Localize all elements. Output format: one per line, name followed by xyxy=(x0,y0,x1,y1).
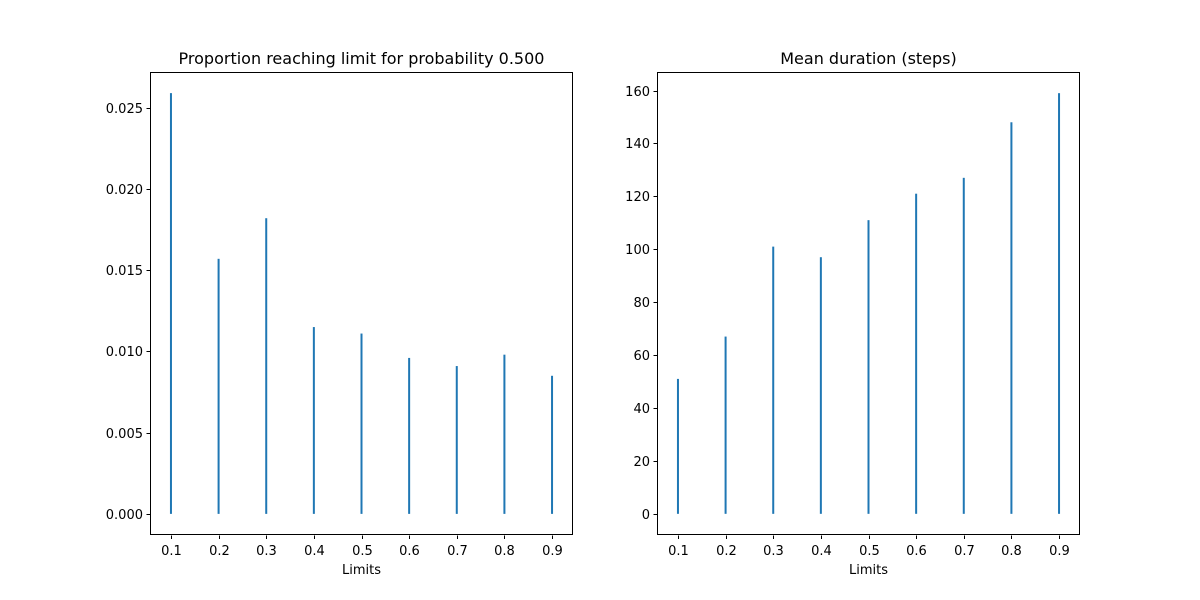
proportion-chart-x-tick-label: 0.5 xyxy=(352,544,373,559)
duration-chart-bar-0.3 xyxy=(772,246,775,514)
duration-chart-bar-0.7 xyxy=(962,177,965,514)
proportion-chart-x-tick-label: 0.8 xyxy=(494,544,515,559)
duration-chart-x-tick-label: 0.4 xyxy=(811,544,832,559)
duration-chart-bar-0.4 xyxy=(819,257,822,514)
duration-chart-panel: Mean duration (steps) 0 20 40 60 80 100 120 140… xyxy=(625,49,1080,578)
proportion-chart-x-axis: 0.1 0.2 0.3 0.4 0.5 0.6 0.7 0.8 0.9 xyxy=(161,535,563,559)
proportion-chart-title: Proportion reaching limit for probabilit… xyxy=(179,49,545,68)
proportion-chart-panel: Proportion reaching limit for probabilit… xyxy=(106,49,573,578)
proportion-chart-bar-0.4 xyxy=(312,327,315,514)
proportion-chart-bar-0.9 xyxy=(551,375,554,514)
proportion-chart-y-tick-label: 0.010 xyxy=(106,345,143,360)
duration-chart-y-tick-label: 100 xyxy=(625,243,650,258)
duration-chart-y-axis: 0 20 40 60 80 100 120 140 160 xyxy=(625,85,658,523)
duration-chart-x-axis: 0.1 0.2 0.3 0.4 0.5 0.6 0.7 0.8 0.9 xyxy=(668,535,1070,559)
duration-chart-bar-0.6 xyxy=(915,193,918,514)
duration-chart-y-tick-label: 60 xyxy=(633,349,650,364)
duration-chart-bar-0.5 xyxy=(867,220,870,514)
proportion-chart-bars xyxy=(169,93,554,514)
proportion-chart-x-tick-label: 0.3 xyxy=(256,544,277,559)
duration-chart-bar-0.2 xyxy=(724,336,727,514)
proportion-chart-bar-0.7 xyxy=(455,366,458,514)
duration-chart-bar-0.1 xyxy=(676,378,679,514)
proportion-chart-x-tick-label: 0.1 xyxy=(161,544,182,559)
proportion-chart-y-tick-label: 0.005 xyxy=(106,427,143,442)
duration-chart-x-tick-label: 0.3 xyxy=(763,544,784,559)
proportion-chart-y-tick-label: 0.025 xyxy=(106,102,143,117)
duration-chart-bar-0.8 xyxy=(1010,122,1013,514)
duration-chart-x-tick-label: 0.5 xyxy=(859,544,880,559)
proportion-chart-x-tick-label: 0.6 xyxy=(399,544,420,559)
duration-chart-x-tick-label: 0.9 xyxy=(1049,544,1070,559)
duration-chart-x-tick-label: 0.2 xyxy=(716,544,737,559)
duration-chart-y-tick-label: 160 xyxy=(625,85,650,100)
proportion-chart-y-tick-label: 0.020 xyxy=(106,183,143,198)
proportion-chart-x-tick-label: 0.2 xyxy=(209,544,230,559)
duration-chart-y-tick-label: 140 xyxy=(625,137,650,152)
proportion-chart-x-axis-label: Limits xyxy=(342,563,381,578)
proportion-chart-y-tick-label: 0.015 xyxy=(106,264,143,279)
proportion-chart-x-tick-label: 0.7 xyxy=(447,544,468,559)
proportion-chart-x-tick-label: 0.4 xyxy=(304,544,325,559)
duration-chart-title: Mean duration (steps) xyxy=(780,49,957,68)
duration-chart-bars xyxy=(676,93,1061,514)
duration-chart-x-tick-label: 0.6 xyxy=(906,544,927,559)
duration-chart-y-tick-label: 120 xyxy=(625,190,650,205)
duration-chart-bar-0.9 xyxy=(1058,93,1061,514)
duration-chart-y-tick-label: 0 xyxy=(642,508,650,523)
duration-chart-frame xyxy=(657,72,1080,535)
duration-chart-y-tick-label: 40 xyxy=(633,402,650,417)
proportion-chart-bar-0.6 xyxy=(408,357,411,514)
duration-chart-x-tick-label: 0.8 xyxy=(1001,544,1022,559)
proportion-chart-bar-0.5 xyxy=(360,333,363,514)
duration-chart-y-tick-label: 80 xyxy=(633,296,650,311)
proportion-chart-frame xyxy=(150,72,573,535)
proportion-chart-bar-0.2 xyxy=(217,258,220,514)
duration-chart-y-tick-label: 20 xyxy=(633,455,650,470)
proportion-chart-y-axis: 0.000 0.005 0.010 0.015 0.020 0.025 xyxy=(106,102,151,523)
proportion-chart-y-tick-label: 0.000 xyxy=(106,508,143,523)
proportion-chart-bar-0.3 xyxy=(265,218,268,514)
proportion-chart-bar-0.1 xyxy=(169,93,172,514)
proportion-chart-x-tick-label: 0.9 xyxy=(542,544,563,559)
proportion-chart-bar-0.8 xyxy=(503,354,506,514)
duration-chart-x-axis-label: Limits xyxy=(849,563,888,578)
duration-chart-x-tick-label: 0.1 xyxy=(668,544,689,559)
duration-chart-x-tick-label: 0.7 xyxy=(954,544,975,559)
